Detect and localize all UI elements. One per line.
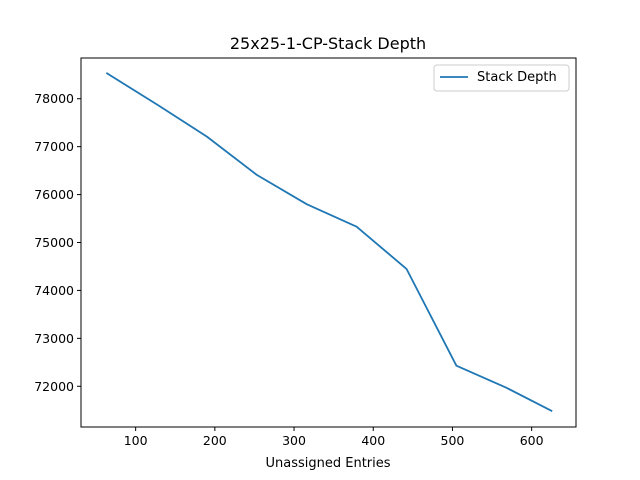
y-tick-label: 74000 [34, 283, 74, 298]
series-line-stack-depth [105, 72, 553, 413]
y-tick-label: 76000 [34, 187, 74, 202]
y-tick-label: 78000 [34, 91, 74, 106]
x-tick-label: 200 [203, 433, 227, 448]
legend-box [433, 64, 570, 92]
chart-title: 25x25-1-CP-Stack Depth [230, 34, 426, 53]
legend-label-stack-depth: Stack Depth [477, 70, 557, 85]
axes-frame [80, 57, 577, 428]
y-tick-label: 77000 [34, 139, 74, 154]
y-tick-label: 75000 [34, 235, 74, 250]
x-axis-label: Unassigned Entries [265, 456, 390, 471]
x-tick-label: 400 [361, 433, 385, 448]
y-tick-label: 72000 [34, 379, 74, 394]
x-tick-label: 100 [124, 433, 148, 448]
legend: Stack Depth [433, 64, 570, 92]
x-tick-label: 600 [520, 433, 544, 448]
plot-area: 100 200 300 400 500 600 72000 73000 74000 75000 76… [34, 57, 577, 448]
x-tick-label: 300 [282, 433, 306, 448]
y-tick-label: 73000 [34, 331, 74, 346]
x-tick-label: 500 [441, 433, 465, 448]
